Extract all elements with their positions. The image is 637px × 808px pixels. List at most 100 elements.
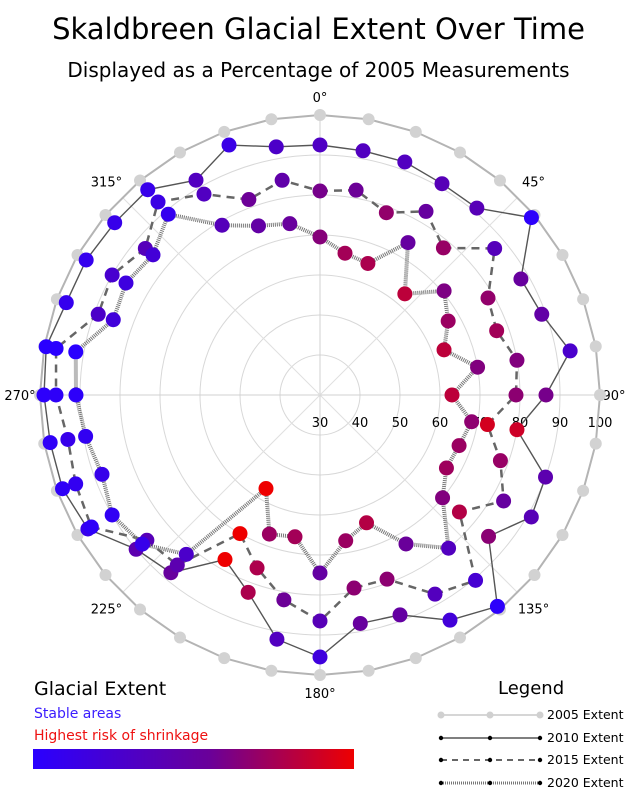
data-point — [496, 493, 512, 509]
data-point — [509, 422, 525, 438]
colorbar-low-label: Stable areas — [34, 706, 122, 722]
data-point — [196, 186, 212, 202]
data-point — [392, 607, 408, 623]
data-point — [509, 352, 525, 368]
data-point — [287, 529, 303, 545]
data-point — [398, 536, 414, 552]
data-point — [265, 113, 278, 126]
legend-marker — [537, 780, 543, 786]
data-point — [312, 137, 328, 153]
radial-tick-label: 40 — [352, 416, 369, 431]
data-point — [436, 283, 452, 299]
angle-tick-label: 45° — [522, 175, 545, 190]
data-point — [240, 584, 256, 600]
legend-item-2005 — [437, 711, 544, 719]
legend-marker — [486, 711, 494, 719]
data-point — [48, 340, 64, 356]
legend-marker — [536, 711, 544, 719]
data-point — [379, 571, 395, 587]
data-point — [214, 217, 230, 233]
data-point — [493, 174, 506, 187]
legend-item-2010 — [438, 735, 543, 741]
data-point — [444, 387, 460, 403]
data-point — [174, 146, 186, 159]
data-point — [418, 203, 434, 219]
data-point — [314, 109, 326, 121]
data-point — [577, 484, 590, 497]
data-point — [469, 200, 485, 216]
data-point — [577, 293, 590, 306]
legend-label-2010: 2010 Extent — [547, 730, 624, 745]
radial-tick-label: 50 — [392, 416, 409, 431]
legend-marker — [438, 757, 444, 763]
data-point — [104, 267, 120, 283]
data-point — [436, 342, 452, 358]
data-point — [397, 286, 413, 302]
series-2020-extent — [68, 206, 486, 581]
angle-tick-label: 90° — [602, 389, 625, 404]
data-point — [68, 476, 84, 492]
data-point — [434, 176, 450, 192]
data-point — [397, 154, 413, 170]
legend-label-2015: 2015 Extent — [547, 752, 624, 767]
legend-marker — [438, 735, 444, 741]
data-point — [338, 533, 354, 549]
radial-tick-label: 100 — [588, 416, 613, 431]
legend-marker — [438, 780, 444, 786]
data-point — [513, 271, 529, 287]
data-point — [346, 580, 362, 596]
data-point — [218, 652, 231, 665]
data-point — [562, 343, 578, 359]
legend-label-2020: 2020 Extent — [547, 775, 624, 790]
data-point — [454, 631, 466, 644]
data-point — [487, 240, 503, 256]
data-point — [99, 209, 112, 222]
data-point — [134, 603, 147, 616]
chart-title: Skaldbreen Glacial Extent Over Time — [52, 12, 585, 46]
data-point — [409, 125, 422, 138]
legend-item-2015 — [438, 757, 543, 763]
data-point — [178, 546, 194, 562]
data-point — [221, 137, 237, 153]
data-point — [249, 560, 265, 576]
data-point — [314, 669, 326, 681]
data-point — [442, 612, 458, 628]
legend-label-2005: 2005 Extent — [547, 707, 624, 722]
data-point — [276, 592, 292, 608]
data-point — [451, 438, 467, 454]
data-point — [360, 255, 376, 271]
colorbar-gradient — [33, 749, 354, 769]
data-point — [250, 218, 266, 234]
data-point — [523, 210, 539, 226]
grid-spoke — [319, 394, 519, 594]
data-point — [348, 182, 364, 198]
radial-tick-label: 90 — [552, 416, 569, 431]
data-point — [105, 312, 121, 328]
data-point — [508, 387, 524, 403]
data-point — [241, 192, 257, 208]
data-point — [451, 504, 467, 520]
data-point — [169, 557, 185, 573]
data-point — [464, 414, 480, 430]
data-point — [282, 216, 298, 232]
series-line — [43, 144, 571, 658]
data-point — [454, 146, 466, 159]
data-point — [68, 387, 84, 403]
data-point — [479, 417, 495, 433]
angle-tick-label: 270° — [4, 389, 35, 404]
angle-tick-label: 135° — [518, 603, 549, 618]
data-point — [534, 306, 550, 322]
data-point — [481, 528, 497, 544]
data-point — [312, 565, 328, 581]
colorbar-title: Glacial Extent — [34, 678, 167, 700]
angle-tick-label: 225° — [91, 603, 122, 618]
data-point — [274, 172, 290, 188]
data-point — [232, 526, 248, 542]
legend-marker — [537, 735, 543, 741]
legend-marker — [537, 757, 543, 763]
data-point — [523, 509, 539, 525]
series-2010-extent — [36, 137, 578, 665]
data-point — [435, 490, 451, 506]
legend-title: Legend — [498, 678, 565, 699]
